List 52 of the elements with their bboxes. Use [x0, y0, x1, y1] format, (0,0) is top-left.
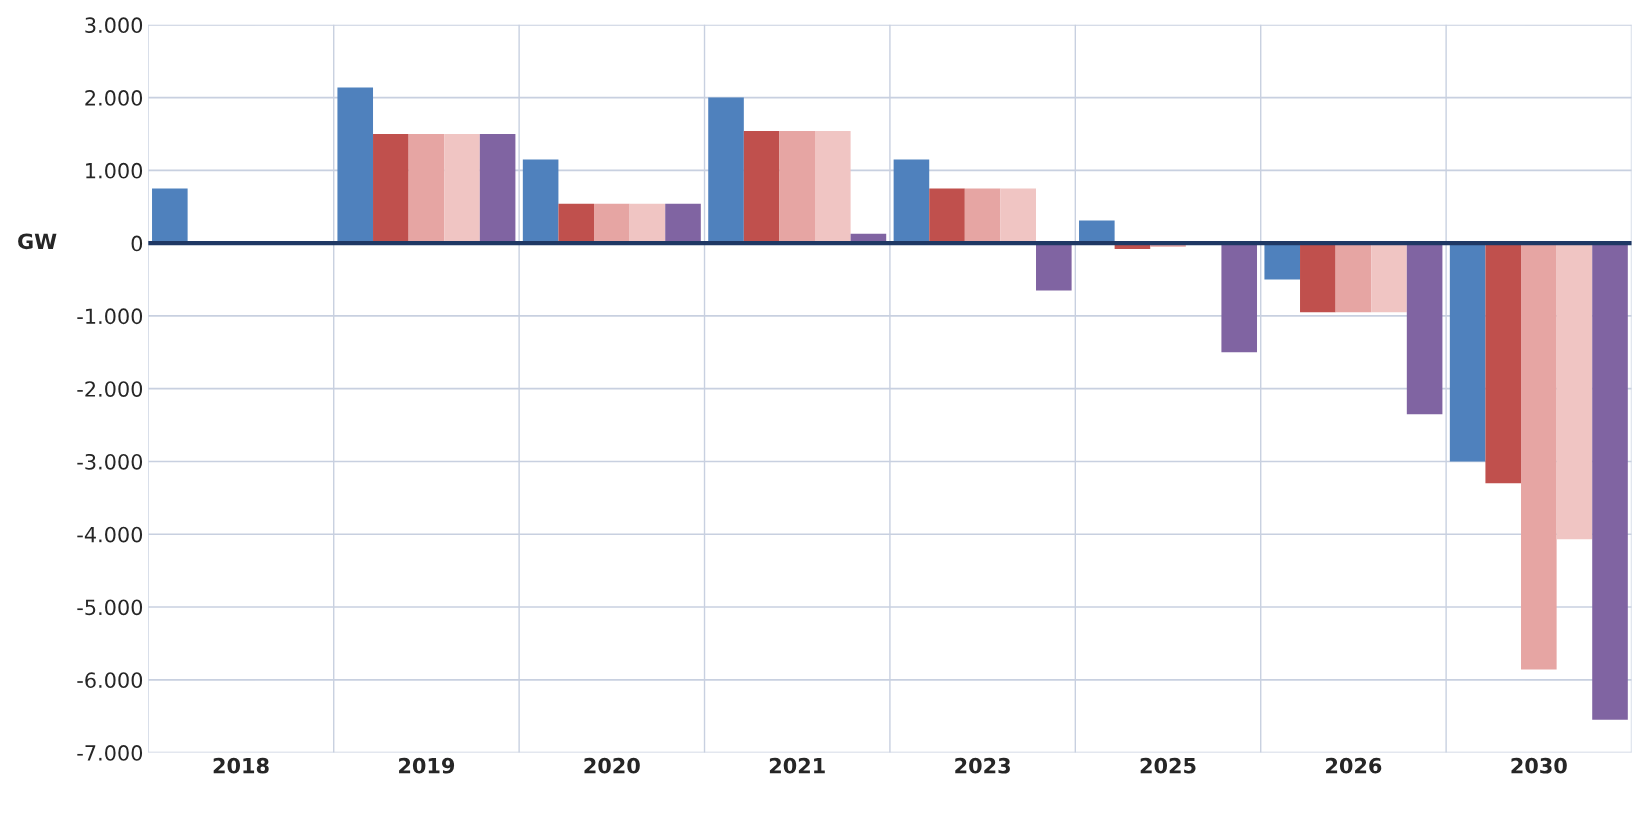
bar — [1036, 243, 1072, 291]
bar — [1406, 243, 1443, 415]
y-tick-label: -6.000 — [77, 672, 143, 689]
bar — [558, 203, 595, 244]
bar — [665, 203, 701, 244]
x-tick-label: 2021 — [769, 757, 825, 774]
bar — [1300, 243, 1336, 313]
x-tick-label: 2018 — [213, 757, 269, 774]
bar — [1079, 220, 1115, 244]
bar — [1592, 243, 1628, 720]
x-tick-label: 2020 — [584, 757, 640, 774]
bar — [337, 87, 374, 244]
bar — [1221, 243, 1258, 353]
bar — [1000, 188, 1037, 244]
bar — [152, 188, 188, 244]
y-tick-label: -2.000 — [77, 381, 143, 397]
y-tick-label: -1.000 — [77, 308, 143, 325]
y-tick-label: 0 — [131, 235, 143, 252]
bar — [444, 133, 480, 244]
x-tick-label: 2023 — [955, 757, 1010, 774]
y-tick-label: -4.000 — [77, 526, 143, 543]
bar — [1556, 243, 1593, 540]
bar — [1449, 243, 1486, 462]
bar — [779, 131, 816, 244]
y-tick-label: 1.000 — [86, 162, 143, 179]
y-tick-label: 2.000 — [85, 90, 143, 106]
bar — [594, 203, 630, 244]
bar — [408, 133, 445, 244]
y-tick-label: 3.000 — [85, 17, 143, 34]
bar — [522, 159, 559, 244]
bar — [743, 131, 780, 244]
bar — [629, 203, 666, 244]
bar — [964, 188, 1001, 244]
bar — [708, 97, 744, 244]
bar — [1485, 243, 1522, 484]
y-tick-label: -7.000 — [77, 745, 143, 761]
bar — [815, 131, 851, 244]
bar — [1371, 243, 1407, 313]
y-axis-title: GW — [18, 233, 57, 250]
bar — [929, 188, 965, 244]
x-tick-label: 2025 — [1140, 757, 1196, 774]
bar — [893, 159, 930, 244]
x-tick-label: 2030 — [1511, 757, 1567, 774]
bar — [373, 133, 409, 244]
x-tick-label: 2019 — [399, 757, 455, 774]
bar — [479, 133, 516, 244]
bar — [1521, 243, 1557, 670]
bar — [1335, 243, 1372, 313]
y-tick-label: -3.000 — [77, 453, 143, 470]
bar — [1264, 243, 1301, 280]
x-tick-label: 2026 — [1326, 757, 1382, 774]
y-tick-label: -5.000 — [77, 599, 143, 616]
